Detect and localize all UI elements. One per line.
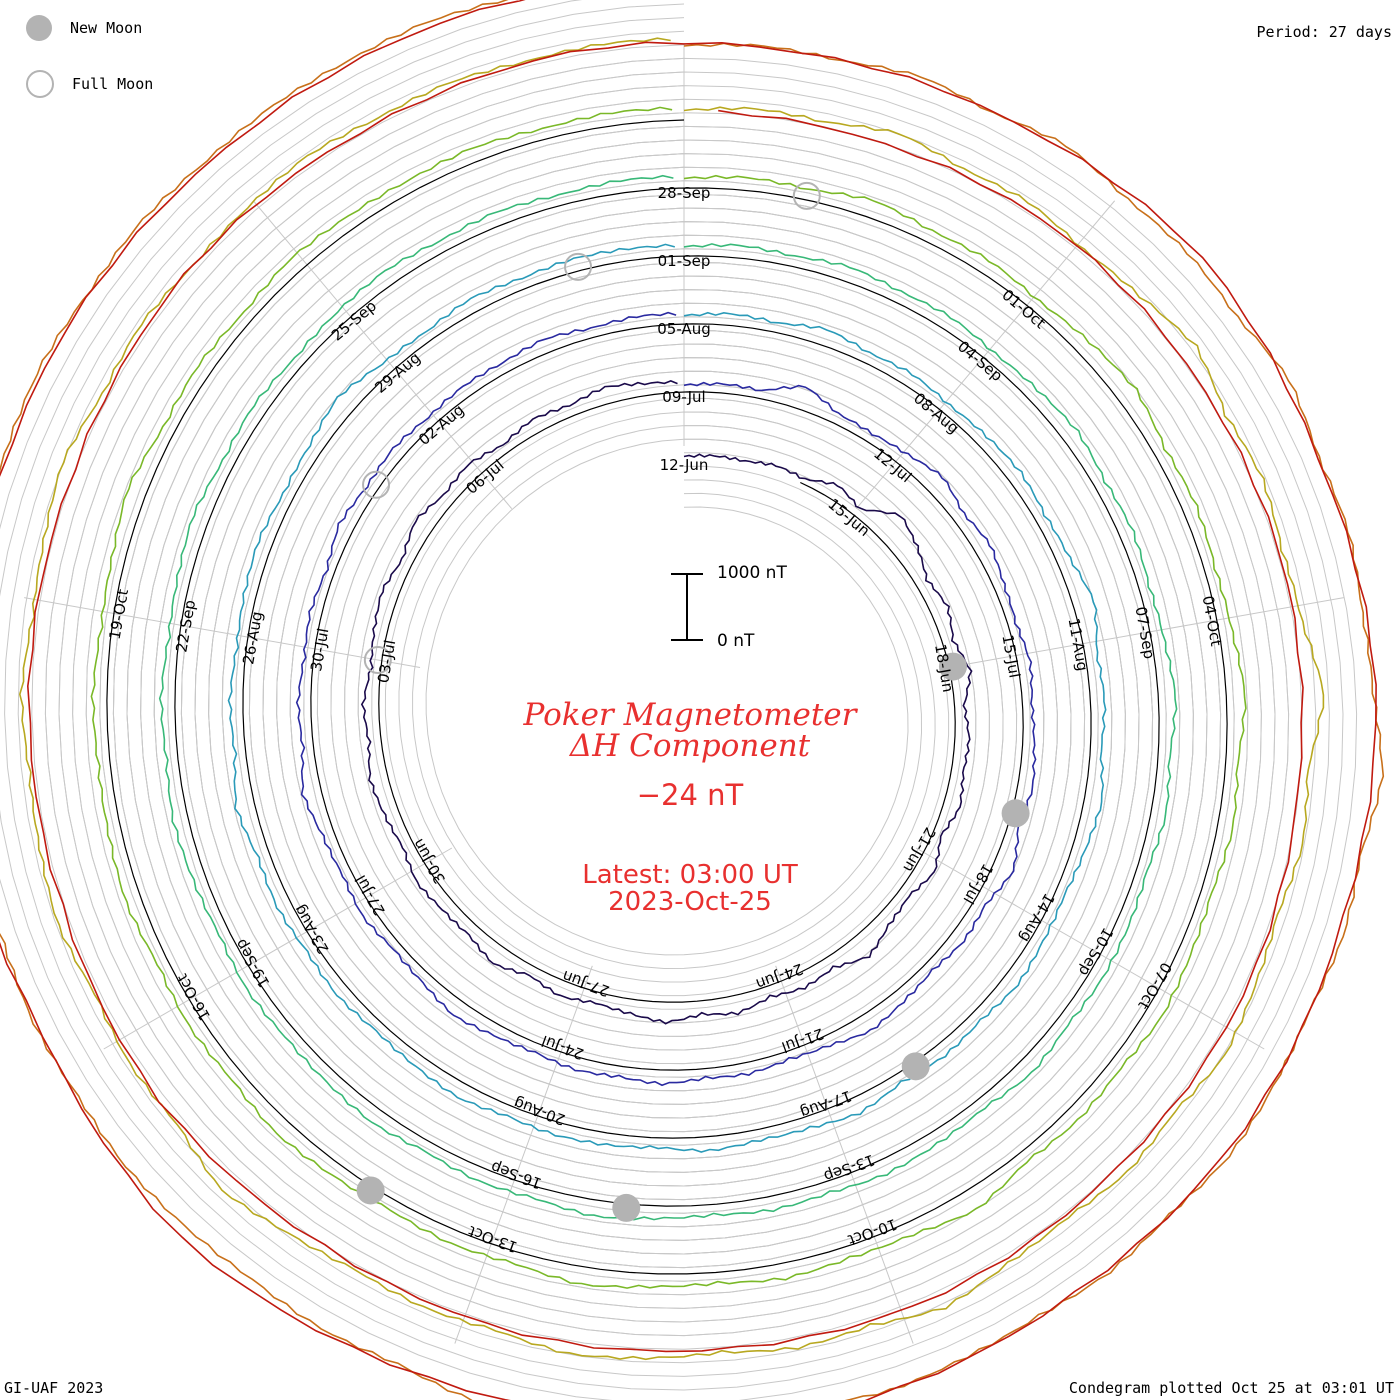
trace-segment [18,37,1325,1361]
trace-segment [360,380,973,1025]
latest-date: 2023-Oct-25 [608,887,772,917]
full-moon-icon [26,70,54,98]
new-moon-marker [1001,799,1030,828]
day-spoke [103,847,453,1050]
chart-title-line2: ΔH Component [569,728,811,764]
chart-title-line1: Poker Magnetometer [523,697,857,733]
day-spoke [24,597,421,668]
day-spoke [252,200,513,510]
date-label: 27-Jul [352,872,389,919]
date-label: 15-Jun [824,495,873,540]
date-label: 07-Sep [1132,605,1159,660]
new-moon-icon [26,15,52,41]
legend-new-moon: New Moon [26,15,142,41]
date-label: 11-Aug [1065,617,1092,673]
grid-spiral [4,17,1330,1377]
date-label: 04-Oct [1199,594,1226,647]
new-moon-marker [901,1052,930,1081]
date-label: 05-Aug [657,320,710,338]
legend-full-moon: Full Moon [26,70,153,98]
date-label: 26-Aug [239,610,266,666]
date-label: 28-Sep [658,184,711,202]
trace-segment [227,243,1107,1153]
day-spoke [454,965,593,1344]
date-label: 22-Sep [172,599,199,654]
trace-segment [158,174,1178,1221]
date-label: 12-Jun [660,456,709,474]
grid-rings [0,0,1358,1400]
new-moon-marker [356,1176,385,1205]
day-spoke [855,200,1116,510]
moon-markers [356,181,1030,1222]
date-label: 09-Jul [662,388,705,406]
date-label: 16-Oct [173,971,214,1024]
date-label: 06-Jul [463,456,508,498]
latest-block: Latest: 03:00 UT 2023-Oct-25 [440,862,940,916]
day-spokes [24,44,1344,1344]
trace-segment [90,106,1247,1289]
date-label: 23-Aug [290,902,332,957]
zero-baseline [106,119,1228,1275]
date-label: 21-Jul [779,1024,826,1056]
credit-label: GI-UAF 2023 [4,1379,104,1397]
date-label: 14-Aug [1016,890,1058,945]
scale-bottom-label: 0 nT [717,631,755,651]
latest-time: Latest: 03:00 UT [582,860,798,890]
full-moon-marker [792,181,821,210]
date-label: 02-Aug [415,401,468,449]
date-label: 03-Jul [374,639,399,685]
new-moon-marker [938,652,967,681]
full-moon-marker [363,646,392,675]
scale-top-label: 1000 nT [717,563,787,583]
day-spoke [775,965,914,1344]
date-label: 10-Sep [1075,924,1117,979]
date-label: 01-Oct [998,286,1049,333]
baseline-spiral [106,119,1228,1275]
date-label: 30-Jul [307,627,332,673]
date-label: 18-Jun [931,643,957,694]
full-moon-marker [564,252,593,281]
day-spoke [947,597,1344,668]
chart-title: Poker Magnetometer ΔH Component [440,700,940,762]
date-label: 19-Oct [106,588,133,641]
new-moon-marker [612,1193,641,1222]
plotted-label: Condegram plotted Oct 25 at 03:01 UT [1068,1379,1394,1397]
grid-spiral [0,0,1358,1400]
grid-spiral [0,3,1344,1391]
current-value: −24 nT [636,778,744,812]
date-label: 19-Sep [231,936,273,991]
day-spoke [915,847,1265,1050]
full-moon-label: Full Moon [72,75,154,93]
date-label: 27-Jun [560,967,612,1001]
trace-segment [295,311,1037,1087]
period-label: Period: 27 days [1256,23,1392,41]
grid-spiral [17,30,1317,1364]
new-moon-label: New Moon [70,19,143,37]
date-label: 01-Sep [658,252,711,270]
full-moon-marker [362,470,391,499]
